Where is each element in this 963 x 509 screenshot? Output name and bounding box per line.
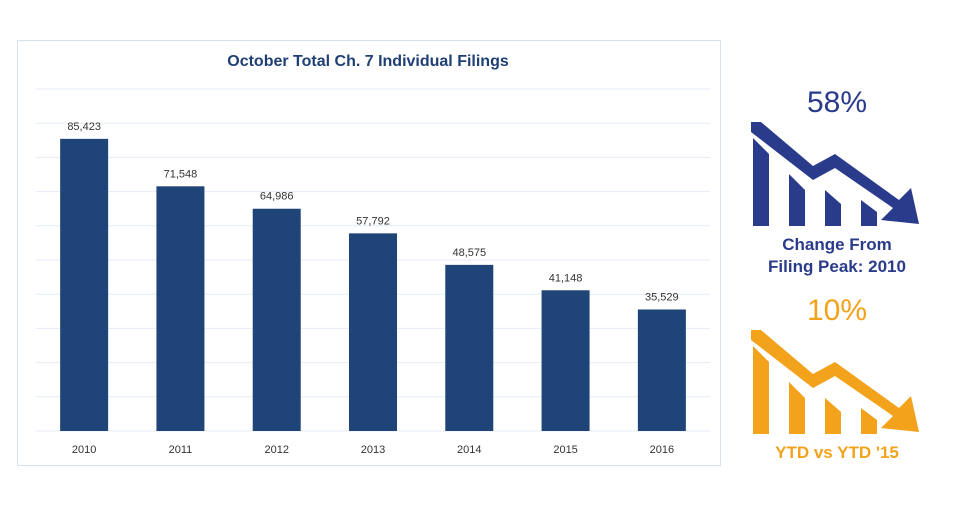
value-label-2013: 57,792 <box>356 215 390 227</box>
bar-2010 <box>60 138 109 431</box>
x-tick-label-2015: 2015 <box>553 444 577 456</box>
x-tick-labels: 2010 2011 2012 2013 2014 2015 2016 <box>72 444 674 456</box>
x-tick-label-2012: 2012 <box>264 444 288 456</box>
peak-change-percent: 58% <box>806 86 868 119</box>
peak-caption-line1: Change From <box>782 235 892 254</box>
ytd-change-stat: 10% YTD vs YTD '15 <box>742 294 932 464</box>
chart-panel: October Total Ch. 7 Individual Filings 8… <box>17 40 721 466</box>
bar-2015 <box>541 290 590 431</box>
ytd-caption: YTD vs YTD '15 <box>775 443 899 462</box>
value-label-2011: 71,548 <box>164 168 198 180</box>
value-label-2016: 35,529 <box>645 291 679 303</box>
x-tick-label-2013: 2013 <box>361 444 385 456</box>
x-tick-label-2014: 2014 <box>457 444 481 456</box>
value-label-2014: 48,575 <box>452 247 486 259</box>
bar-2013 <box>349 233 397 431</box>
bar-2016 <box>637 309 686 431</box>
bars <box>60 138 686 431</box>
chart-title: October Total Ch. 7 Individual Filings <box>227 53 509 70</box>
peak-caption-line2: Filing Peak: 2010 <box>768 257 906 276</box>
ytd-change-percent: 10% <box>806 294 868 327</box>
declining-bars-arrow-icon <box>751 330 919 434</box>
x-tick-label-2010: 2010 <box>72 444 96 456</box>
bar-chart: October Total Ch. 7 Individual Filings 8… <box>36 53 710 456</box>
value-label-2015: 41,148 <box>549 272 583 284</box>
x-tick-label-2011: 2011 <box>169 444 193 456</box>
value-labels: 85,423 71,548 64,986 57,792 48,575 41,148 35,5… <box>67 121 678 304</box>
value-label-2010: 85,423 <box>67 121 101 133</box>
bar-2012 <box>252 208 301 431</box>
value-label-2012: 64,986 <box>260 191 294 203</box>
x-tick-label-2016: 2016 <box>650 444 674 456</box>
declining-bars-arrow-icon <box>751 122 919 226</box>
peak-change-stat: 58% Change From Filing Peak: 2010 <box>742 86 932 278</box>
bar-2011 <box>156 186 205 431</box>
bar-2014 <box>445 264 494 431</box>
